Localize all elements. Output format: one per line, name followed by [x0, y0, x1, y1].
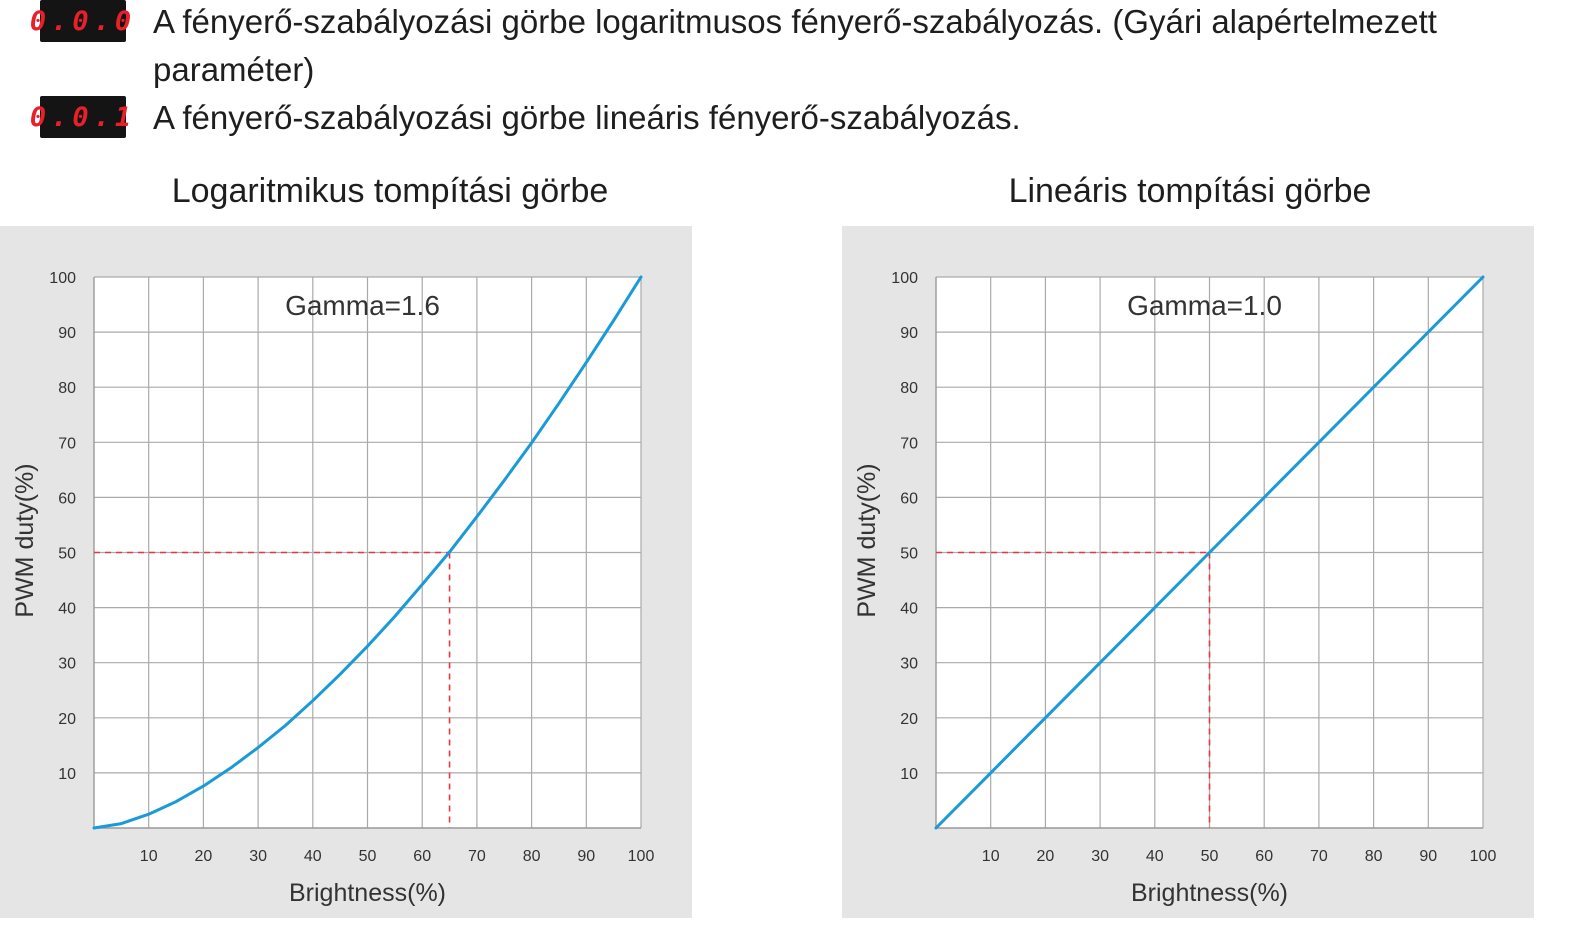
chart-log: 10 20 30 40 50 60 70 80 90 100 10 20 30 40 50 60 70 80 90 1…	[11, 270, 655, 907]
x-tick-label: 70	[468, 848, 486, 865]
x-tick-label: 80	[1365, 848, 1383, 865]
x-tick-label: 50	[359, 848, 377, 865]
y-tick-label: 40	[58, 601, 76, 618]
chart-linear: 10 20 30 40 50 60 70 80 90 100 10 20 30 40 50 60 70 80 90 1…	[853, 270, 1497, 907]
x-tick-label: 70	[1310, 848, 1328, 865]
x-tick-label: 40	[304, 848, 322, 865]
led-display-icon: 0.0.0	[30, 0, 131, 42]
y-tick-label: 30	[58, 656, 76, 673]
y-tick-label: 10	[900, 766, 918, 783]
gamma-annotation: Gamma=1.0	[1127, 290, 1282, 321]
y-tick-label: 90	[900, 325, 918, 342]
y-axis-label: PWM duty(%)	[11, 463, 39, 617]
y-tick-label: 100	[49, 270, 76, 287]
chart-title-log: Logaritmikus tompítási görbe	[171, 172, 609, 210]
x-axis-label: Brightness(%)	[289, 879, 446, 907]
chart-panel-log: 10 20 30 40 50 60 70 80 90 100 10 20 30 40 50 60 70 80 90 1…	[0, 226, 692, 918]
y-tick-label: 50	[900, 546, 918, 563]
y-tick-label: 20	[900, 711, 918, 728]
y-tick-label: 40	[900, 601, 918, 618]
y-tick-label: 80	[900, 380, 918, 397]
x-tick-label: 80	[523, 848, 541, 865]
description-text: A fényerő-szabályozási görbe lineáris fé…	[153, 99, 1021, 136]
x-tick-label: 90	[577, 848, 595, 865]
y-tick-label: 80	[58, 380, 76, 397]
gamma-annotation: Gamma=1.6	[285, 290, 440, 321]
x-tick-label: 30	[249, 848, 267, 865]
led-code: 0.0.1	[29, 101, 137, 133]
x-tick-label: 40	[1146, 848, 1164, 865]
x-tick-label: 30	[1091, 848, 1109, 865]
series-line	[92, 275, 643, 830]
x-tick-label: 10	[140, 848, 158, 865]
x-axis-label: Brightness(%)	[1131, 879, 1288, 907]
led-code: 0.0.0	[29, 5, 137, 37]
y-tick-label: 70	[58, 435, 76, 452]
description-text: A fényerő-szabályozási görbe logaritmuso…	[153, 3, 1437, 88]
y-tick-label: 70	[900, 435, 918, 452]
x-tick-label: 90	[1419, 848, 1437, 865]
x-tick-label: 60	[1255, 848, 1273, 865]
y-tick-label: 20	[58, 711, 76, 728]
y-tick-label: 90	[58, 325, 76, 342]
x-tick-label: 20	[195, 848, 213, 865]
x-tick-label: 20	[1037, 848, 1055, 865]
y-tick-label: 100	[891, 270, 918, 287]
led-display-icon: 0.0.1	[30, 96, 131, 138]
x-tick-label: 100	[1470, 848, 1497, 865]
y-tick-label: 60	[900, 490, 918, 507]
y-tick-label: 60	[58, 490, 76, 507]
y-axis-label: PWM duty(%)	[853, 463, 881, 617]
chart-title-linear: Lineáris tompítási görbe	[1008, 172, 1372, 210]
y-tick-label: 10	[58, 766, 76, 783]
y-tick-label: 50	[58, 546, 76, 563]
chart-panel-linear: 10 20 30 40 50 60 70 80 90 100 10 20 30 40 50 60 70 80 90 1…	[842, 226, 1534, 918]
x-tick-label: 100	[628, 848, 655, 865]
y-tick-label: 30	[900, 656, 918, 673]
x-tick-label: 60	[413, 848, 431, 865]
x-tick-label: 10	[982, 848, 1000, 865]
x-tick-label: 50	[1201, 848, 1219, 865]
